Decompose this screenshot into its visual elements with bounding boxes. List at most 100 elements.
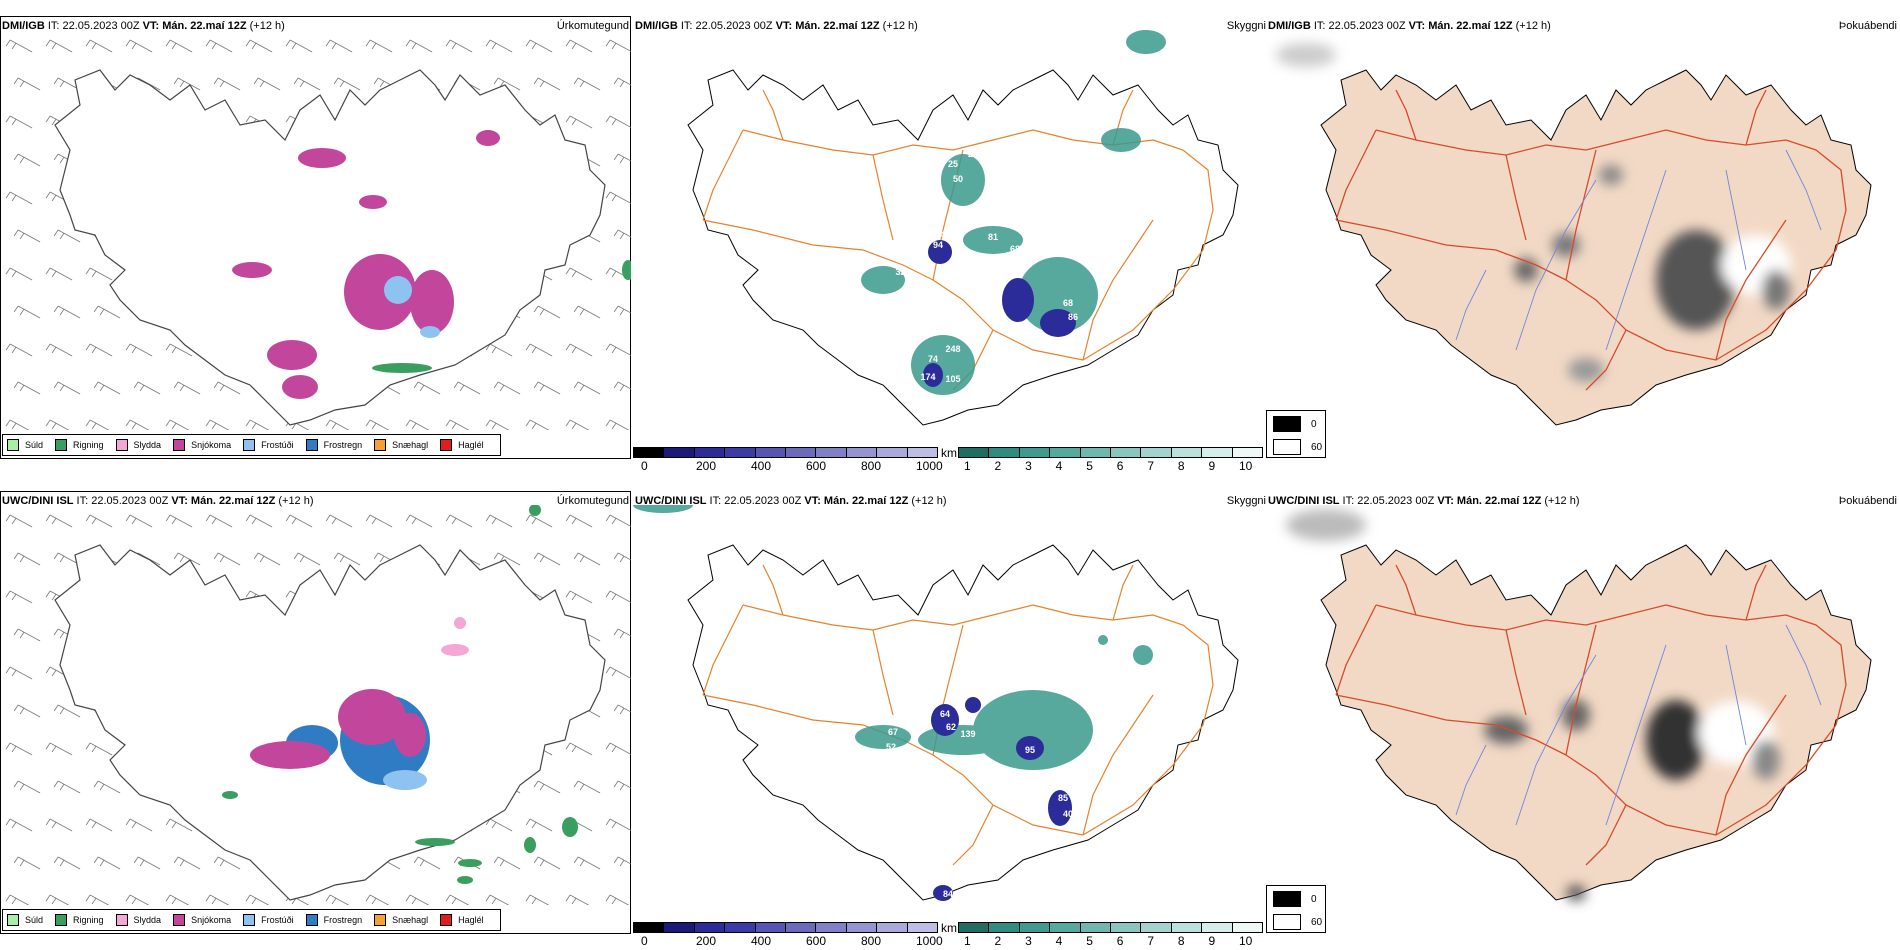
wind-barb-icon [213,552,241,566]
wind-barb-icon [493,856,521,870]
wind-barb-icon [533,552,561,566]
valid-time: VT: Mán. 22.maí 12Z [1437,495,1542,507]
visibility-label: 95 [1025,745,1035,755]
colorbar-tick-label: 200 [696,459,717,473]
wind-barb-icon [453,381,481,395]
road-network [702,564,1214,866]
visibility-label: 40 [1063,809,1073,819]
panel-precip-type-dmi: DMI/IGB IT: 22.05.2023 00Z VT: Mán. 22.m… [0,0,633,475]
wind-barb-icon [53,305,81,319]
wind-barb-icon [485,818,513,832]
legend-swatch [55,439,68,451]
wind-barb-icon [613,305,631,316]
wind-barb-icon [613,552,631,563]
colorbar-strip [958,922,1263,933]
wind-barb-icon [45,818,73,832]
wind-barb-icon [565,419,590,430]
wind-barb-icon [165,343,193,357]
colorbar-tick-label: 10 [1239,934,1253,948]
init-time: IT: 22.05.2023 00Z [1339,495,1438,507]
wind-barb-icon [565,267,593,281]
visibility-label: 52 [886,742,896,752]
wind-barb-icon [285,39,313,53]
road [1082,219,1154,361]
wind-barb-icon [565,39,593,53]
rain-areas [372,260,631,373]
road [702,694,934,756]
wind-barb-icon [125,343,153,357]
fog-legend-low: 0 [1311,418,1317,430]
colorbar-tick-label: 3 [1025,934,1032,948]
colorbar-tick-label: 1 [964,459,971,473]
wind-barb-icon [605,419,630,430]
wind-barb-icon [565,514,593,528]
wind-barb-icon [613,381,631,392]
colorbar-tick-label: 8 [1177,459,1185,473]
legend-item: Slydda [115,439,161,451]
visibility-km-colorbar: 1 2 3 4 5 6 7 8 9 10 [958,447,1263,475]
panel-title: Þokuábendi [1838,20,1897,32]
river [1605,169,1667,351]
wind-barb-icon [125,39,153,53]
road [1395,564,1417,616]
wind-barb-icon [605,894,630,905]
legend-label: Snæhagl [392,440,429,450]
wind-barb-icon [573,856,601,870]
map-frame [0,491,631,934]
wind-barb-icon [445,894,470,905]
init-time: IT: 22.05.2023 00Z [1310,20,1409,32]
iceland-map [5,39,631,430]
wind-barb-icon [613,856,631,867]
wind-barb-icon [53,856,81,870]
wind-barb-icon [573,780,601,794]
wind-barb-icon [5,191,33,205]
valid-time: VT: Mán. 22.maí 12Z [775,20,880,32]
road [1745,89,1767,146]
wind-barb-icon [93,856,121,870]
legend-item: Frostregn [305,439,362,451]
iceland-coastline [54,544,606,901]
legend-item: Frostúði [243,439,294,451]
legend-swatch [243,439,256,451]
road [762,564,784,616]
fog-areas [1286,509,1780,901]
visibility-label: 174 [920,372,935,382]
wind-barb-icon [13,77,41,91]
panel-precip-type-uwc: UWC/DINI ISL IT: 22.05.2023 00Z VT: Mán.… [0,475,633,950]
panel-header: UWC/DINI ISL IT: 22.05.2023 00Z VT: Mán.… [2,495,314,507]
wind-barb-icon [485,343,513,357]
legend-item: Haglél [440,914,484,926]
road [1032,604,1214,726]
wind-barb-icon [405,419,430,430]
road [1585,329,1627,391]
iceland-coastline [687,69,1239,426]
legend-label: Súld [25,440,44,450]
iceland-map [5,505,631,905]
legend-label: Frostregn [323,915,363,925]
visibility-label: 23 [968,149,978,159]
colorbar-strip [958,447,1263,458]
colorbar-tick-label: 7 [1147,459,1155,473]
visibility-label: 68 [1010,244,1020,254]
legend-item: Slydda [115,914,161,926]
model-name: DMI/IGB [635,20,678,32]
wind-barb-icon [533,305,561,319]
wind-barb-icon [5,742,33,756]
road [1375,604,1667,631]
rain-areas [222,505,578,884]
snow-areas [232,130,500,399]
visibility-m-colorbar: 0 200 400 600 800 1000 [633,922,943,950]
wind-barb-icon [293,77,321,91]
legend-swatch [115,914,128,926]
wind-barb-icon [493,77,521,91]
wind-barb-icon [45,343,73,357]
legend-item: Frostúði [243,914,294,926]
legend-label: Haglél [458,440,484,450]
visibility-label: 62 [946,722,956,732]
wind-barb-icon [53,229,81,243]
wind-barb-icon [173,77,201,91]
colorbar-tick-label: 1 [964,934,971,948]
wind-barb-icon [525,818,553,832]
